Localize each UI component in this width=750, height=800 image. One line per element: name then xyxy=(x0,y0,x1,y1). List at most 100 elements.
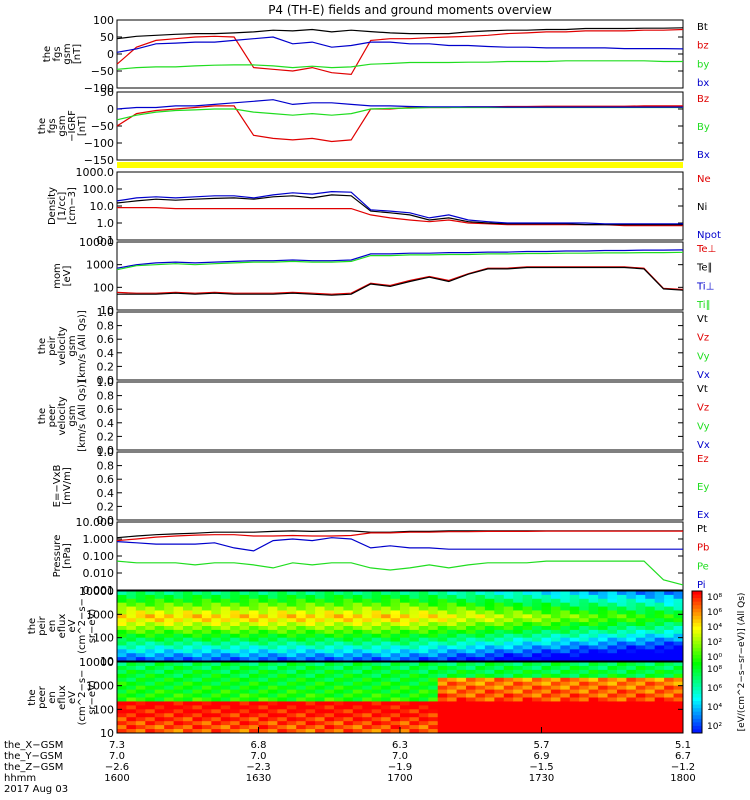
heatmap-cell xyxy=(324,653,335,658)
heatmap-cell xyxy=(569,721,580,726)
heatmap-cell xyxy=(145,717,156,722)
heatmap-cell xyxy=(220,618,231,623)
heatmap-cell xyxy=(192,665,203,671)
heatmap-cell xyxy=(541,633,552,639)
heatmap-cell xyxy=(541,622,552,627)
heatmap-cell xyxy=(664,665,675,671)
heatmap-cell xyxy=(258,693,269,698)
heatmap-cell xyxy=(362,637,373,643)
y-tick-label: −150 xyxy=(84,154,114,167)
heatmap-cell xyxy=(475,693,486,698)
colorbar-cell xyxy=(692,708,702,713)
colorbar-cell xyxy=(692,686,702,691)
heatmap-cell xyxy=(494,653,505,658)
heatmap-cell xyxy=(437,725,448,730)
heatmap-cell xyxy=(607,594,618,600)
heatmap-cell xyxy=(673,657,684,662)
heatmap-cell xyxy=(315,606,326,611)
heatmap-cell xyxy=(418,721,429,726)
heatmap-cell xyxy=(324,685,335,691)
heatmap-cell xyxy=(305,653,316,658)
heatmap-cell xyxy=(192,626,203,631)
heatmap-cell xyxy=(466,673,476,679)
heatmap-cell xyxy=(183,665,193,671)
heatmap-cell xyxy=(230,653,241,658)
heatmap-cell xyxy=(390,594,401,600)
heatmap-cell xyxy=(626,717,637,722)
heatmap-cell xyxy=(343,677,354,683)
heatmap-cell xyxy=(296,693,307,698)
heatmap-cell xyxy=(164,618,175,623)
heatmap-cell xyxy=(296,725,307,730)
heatmap-cell xyxy=(588,669,599,675)
heatmap-cell xyxy=(126,677,137,683)
heatmap-cell xyxy=(541,602,552,608)
heatmap-cell xyxy=(230,606,241,611)
heatmap-cell xyxy=(371,721,382,726)
heatmap-cell xyxy=(220,598,231,604)
heatmap-cell xyxy=(135,602,146,608)
heatmap-cell xyxy=(390,693,401,698)
heatmap-cell xyxy=(437,713,448,718)
heatmap-cell xyxy=(362,622,373,627)
heatmap-cell xyxy=(673,709,684,714)
heatmap-cell xyxy=(201,641,212,646)
yellow-status-bar xyxy=(117,162,683,168)
heatmap-cell xyxy=(418,717,429,722)
heatmap-cell xyxy=(579,689,590,695)
heatmap-cell xyxy=(447,729,458,734)
y-tick-label: 10000 xyxy=(79,585,114,598)
heatmap-cell xyxy=(343,653,354,658)
heatmap-cell xyxy=(541,598,552,604)
heatmap-cell xyxy=(305,729,316,734)
heatmap-cell xyxy=(513,610,524,615)
heatmap-cell xyxy=(258,598,269,604)
heatmap-cell xyxy=(183,618,193,623)
heatmap-cell xyxy=(513,637,524,643)
heatmap-cell xyxy=(494,591,505,596)
legend-entry: Vz xyxy=(697,333,709,344)
heatmap-cell xyxy=(315,665,326,671)
heatmap-cell xyxy=(673,713,684,718)
heatmap-cell xyxy=(220,713,231,718)
heatmap-cell xyxy=(447,721,458,726)
heatmap-cell xyxy=(541,629,552,635)
heatmap-cell xyxy=(305,629,316,635)
plot-title: P4 (TH-E) fields and ground moments over… xyxy=(268,3,552,17)
heatmap-cell xyxy=(484,677,495,683)
heatmap-cell xyxy=(201,649,212,654)
colorbar-cell xyxy=(692,591,702,596)
heatmap-cell xyxy=(362,662,373,667)
y-tick-label: 1000 xyxy=(86,259,114,272)
heatmap-cell xyxy=(173,645,184,650)
heatmap-cell xyxy=(560,709,571,714)
heatmap-cell xyxy=(550,701,561,706)
heatmap-cell xyxy=(447,594,458,600)
heatmap-cell xyxy=(145,606,156,611)
heatmap-cell xyxy=(286,729,297,734)
heatmap-cell xyxy=(249,602,259,608)
heatmap-cell xyxy=(588,729,599,734)
heatmap-cell xyxy=(296,681,307,687)
heatmap-cell xyxy=(277,614,288,619)
heatmap-cell xyxy=(598,681,609,687)
heatmap-cell xyxy=(390,633,401,639)
colorbar-cell xyxy=(692,615,702,620)
heatmap-cell xyxy=(192,598,203,604)
heatmap-cell xyxy=(277,677,288,683)
heatmap-cell xyxy=(541,626,552,631)
heatmap-cell xyxy=(211,641,222,646)
heatmap-cell xyxy=(362,713,373,718)
heatmap-cell xyxy=(484,610,495,615)
heatmap-cell xyxy=(503,709,514,714)
heatmap-cell xyxy=(484,626,495,631)
heatmap-cell xyxy=(324,665,335,671)
heatmap-cell xyxy=(532,665,542,671)
heatmap-cell xyxy=(522,669,533,675)
heatmap-cell xyxy=(371,618,382,623)
heatmap-cell xyxy=(267,669,278,675)
heatmap-cell xyxy=(664,725,675,730)
heatmap-cell xyxy=(503,662,514,667)
heatmap-cell xyxy=(616,594,627,600)
colorbar-cell xyxy=(692,701,702,706)
